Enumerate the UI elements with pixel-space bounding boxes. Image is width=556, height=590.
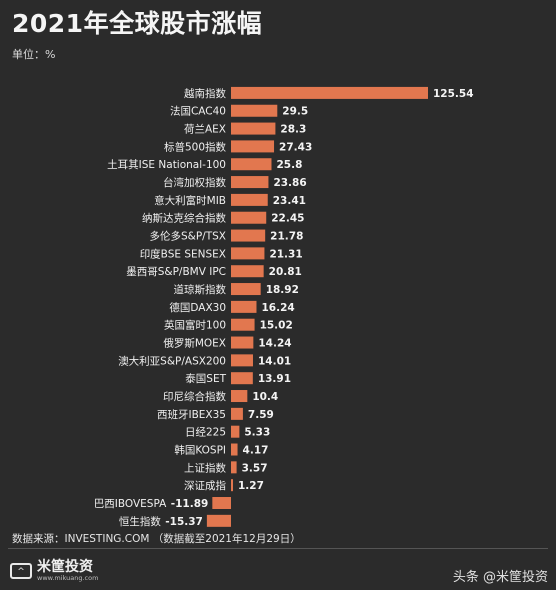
bar (231, 122, 276, 135)
bar (231, 158, 272, 171)
category-label: 墨西哥S&P/BMV IPC (126, 266, 226, 278)
logo-name: 米筐投资 (37, 559, 93, 575)
bar (231, 140, 275, 153)
value-label: 125.54 (433, 88, 474, 100)
category-label: 土耳其ISE National-100 (107, 158, 226, 171)
bar (231, 176, 269, 189)
category-label: 越南指数 (184, 87, 226, 100)
watermark: 头条 @米筐投资 (452, 570, 548, 585)
bar (231, 193, 268, 206)
footer-divider (8, 548, 548, 549)
value-label: 3.57 (242, 462, 268, 474)
category-label: 荷兰AEX (184, 123, 226, 136)
bar (231, 390, 248, 403)
category-label: 标普500指数 (164, 140, 227, 153)
bar (231, 443, 238, 456)
value-label: 5.33 (244, 427, 270, 439)
category-label: 多伦多S&P/TSX (150, 230, 227, 243)
category-label: 恒生指数 (119, 515, 161, 528)
bar (231, 461, 237, 474)
value-label: 4.17 (243, 445, 269, 457)
bar-chart: 越南指数 125.54 法国CAC40 29.5 荷兰AEX 28.3 标普500指数 27.… (94, 86, 474, 528)
value-label: 21.78 (270, 231, 303, 243)
data-source: 数据来源：INVESTING.COM （数据截至2021年12月29日） (12, 533, 301, 545)
category-label: 西班牙IBEX35 (157, 409, 226, 421)
category-label: 深证成指 (184, 479, 226, 492)
category-label: 俄罗斯MOEX (163, 337, 226, 350)
category-label: 巴西IBOVESPA (94, 498, 167, 510)
category-label: 意大利富时MIB (154, 194, 226, 207)
value-label: 25.8 (276, 159, 302, 171)
value-label: 23.41 (273, 195, 306, 207)
bar (231, 247, 265, 260)
logo-url: www.mikuang.com (37, 574, 99, 582)
brand-logo: ^ 米筐投资 www.mikuang.com (10, 560, 98, 582)
category-label: 印度BSE SENSEX (140, 247, 226, 260)
category-label: 道琼斯指数 (174, 283, 227, 296)
value-label: 27.43 (279, 141, 312, 153)
value-label: 1.27 (238, 480, 264, 492)
category-label: 澳大利亚S&P/ASX200 (118, 354, 226, 367)
bar (206, 514, 231, 527)
unit-label: 单位：% (12, 48, 56, 61)
category-label: 印尼综合指数 (163, 390, 226, 403)
bar (231, 425, 240, 438)
bar (231, 479, 233, 492)
value-label: 16.24 (261, 302, 294, 314)
bar (231, 300, 257, 313)
value-label: 13.91 (258, 373, 291, 385)
value-label: 21.31 (269, 248, 302, 260)
value-label: 22.45 (271, 213, 304, 225)
logo-icon: ^ (10, 562, 32, 579)
bar (231, 211, 267, 224)
value-label: -15.37 (165, 516, 203, 528)
category-label: 德国DAX30 (169, 301, 226, 314)
bar (231, 283, 261, 296)
value-label: 28.3 (280, 124, 306, 136)
value-label: 18.92 (266, 284, 299, 296)
category-label: 法国CAC40 (170, 105, 226, 118)
category-label: 日经225 (185, 426, 226, 439)
value-label: 20.81 (269, 266, 302, 278)
bar (231, 407, 243, 420)
bar (231, 86, 428, 99)
category-label: 纳斯达克综合指数 (142, 212, 226, 225)
category-label: 英国富时100 (164, 319, 226, 332)
value-label: 7.59 (248, 409, 274, 421)
category-label: 泰国SET (185, 372, 226, 385)
bar (231, 318, 255, 331)
value-label: 14.24 (258, 338, 291, 350)
category-label: 台湾加权指数 (163, 176, 226, 189)
chart-title: 2021年全球股市涨幅 (12, 9, 263, 38)
category-label: 上证指数 (184, 461, 226, 474)
value-label: 10.4 (252, 391, 278, 403)
category-label: 韩国KOSPI (174, 444, 226, 457)
bar (231, 104, 278, 117)
bar (231, 372, 253, 385)
value-label: 29.5 (282, 106, 308, 118)
value-label: -11.89 (171, 498, 209, 510)
bar (231, 229, 266, 242)
bar (231, 354, 253, 367)
bar (212, 497, 231, 510)
value-label: 15.02 (260, 320, 293, 332)
bar (231, 265, 264, 278)
bar (231, 336, 254, 349)
value-label: 14.01 (258, 355, 291, 367)
value-label: 23.86 (273, 177, 306, 189)
